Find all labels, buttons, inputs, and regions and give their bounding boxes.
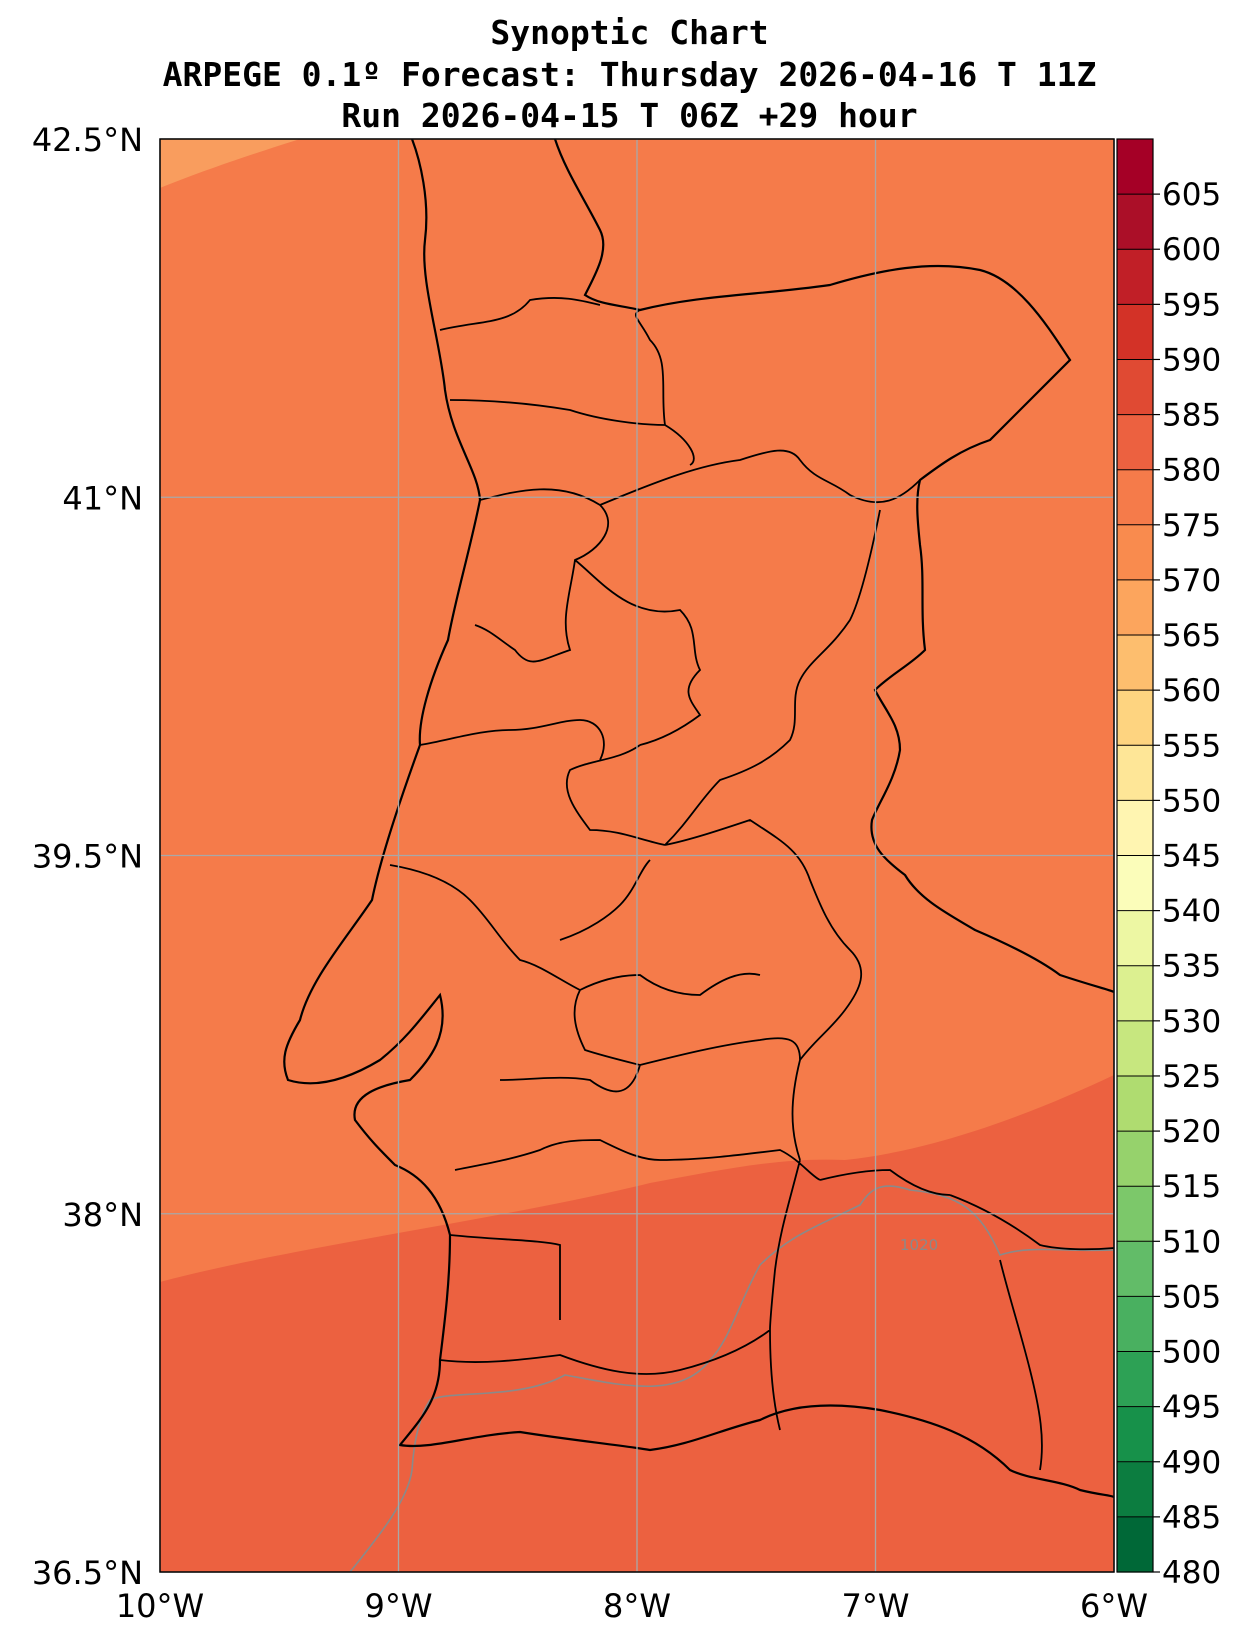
colorbar-segment (1117, 139, 1153, 195)
colorbar-tick-label: 510 (1162, 1224, 1221, 1260)
colorbar-segment (1117, 745, 1153, 801)
colorbar-segment (1117, 194, 1153, 250)
colorbar-tick-label: 570 (1162, 563, 1221, 599)
colorbar-segment (1117, 579, 1153, 636)
colorbar-segment (1117, 1075, 1153, 1132)
colorbar-tick-label: 490 (1162, 1445, 1221, 1481)
colorbar-segment (1117, 1351, 1153, 1408)
colorbar-segment (1117, 910, 1153, 967)
colorbar-tick-label: 530 (1162, 1004, 1221, 1040)
colorbar-tick-label: 545 (1162, 839, 1221, 875)
field-band-570-575 (160, 139, 300, 188)
lon-tick-label: 6°W (1080, 1587, 1148, 1625)
longitude-tick-labels: 10°W 9°W 8°W 7°W 6°W (116, 1587, 1148, 1625)
colorbar-segment (1117, 249, 1153, 305)
colorbar-segment (1117, 304, 1153, 361)
colorbar-segment (1117, 469, 1153, 526)
colorbar-tick-label: 485 (1162, 1500, 1221, 1536)
colorbar-tick-label: 605 (1162, 177, 1221, 213)
colorbar-tick-label: 495 (1162, 1390, 1221, 1426)
colorbar-tick-label: 515 (1162, 1169, 1221, 1205)
lon-tick-label: 9°W (365, 1587, 433, 1625)
colorbar-tick-label: 535 (1162, 949, 1221, 985)
colorbar-tick-label: 550 (1162, 783, 1221, 819)
colorbar-segment (1117, 1406, 1153, 1463)
colorbar-segment (1117, 1461, 1153, 1518)
colorbar-segment (1117, 1296, 1153, 1353)
colorbar-segment (1117, 855, 1153, 912)
spain-portugal-border (553, 139, 1114, 994)
lon-tick-label: 7°W (842, 1587, 910, 1625)
colorbar-tick-label: 555 (1162, 728, 1221, 764)
colorbar-segment (1117, 965, 1153, 1022)
colorbar-segment (1117, 414, 1153, 471)
colorbar-segment (1117, 1241, 1153, 1298)
colorbar-tick-label: 585 (1162, 398, 1221, 434)
lat-tick-label: 36.5°N (32, 1554, 143, 1592)
colorbar-tick-label: 600 (1162, 232, 1221, 268)
colorbar-segment (1117, 524, 1153, 581)
colorbar-tick-label: 590 (1162, 342, 1221, 378)
colorbar-tick-label: 580 (1162, 453, 1221, 489)
colorbar-segment (1117, 1516, 1153, 1573)
isobar-1020 (349, 1185, 1114, 1572)
region-borders (389, 297, 1114, 1471)
colorbar-segment (1117, 800, 1153, 857)
isobar-label: 1020 (900, 1236, 938, 1254)
colorbar-tick-label: 500 (1162, 1335, 1221, 1371)
colorbar-segment (1117, 1020, 1153, 1077)
chart-subtitle-forecast: ARPEGE 0.1º Forecast: Thursday 2026-04-1… (162, 55, 1097, 94)
colorbar-segment (1117, 690, 1153, 746)
colorbar-tick-label: 575 (1162, 508, 1221, 544)
colorbar-tick-label: 520 (1162, 1114, 1221, 1150)
colorbar-tick-label: 560 (1162, 673, 1221, 709)
map-frame (159, 138, 1115, 1573)
lat-tick-label: 38°N (62, 1196, 143, 1234)
colorbar: 480 485 490 495 500 505 510 515 520 525 530 535 540 5… (1116, 138, 1221, 1591)
colorbar-tick-label: 480 (1162, 1555, 1221, 1591)
colorbar-tick-label: 565 (1162, 618, 1221, 654)
latitude-tick-labels: 42.5°N 41°N 39.5°N 38°N 36.5°N (32, 121, 143, 1592)
colorbar-tick-label: 505 (1162, 1279, 1221, 1315)
colorbar-segment (1117, 1186, 1153, 1242)
colorbar-segment (1117, 635, 1153, 691)
colorbar-tick-label: 525 (1162, 1059, 1221, 1095)
lat-tick-label: 42.5°N (32, 121, 143, 159)
lat-tick-label: 39.5°N (32, 838, 143, 876)
lat-tick-label: 41°N (62, 479, 143, 517)
colorbar-tick-label: 540 (1162, 894, 1221, 930)
chart-title: Synoptic Chart (490, 13, 769, 52)
coastline (283, 139, 1114, 1499)
colorbar-tick-label: 595 (1162, 287, 1221, 323)
chart-subtitle-run: Run 2026-04-15 T 06Z +29 hour (341, 96, 918, 135)
lon-tick-label: 8°W (603, 1587, 671, 1625)
lon-tick-label: 10°W (116, 1587, 204, 1625)
colorbar-segment (1117, 1131, 1153, 1187)
colorbar-segment (1117, 359, 1153, 416)
